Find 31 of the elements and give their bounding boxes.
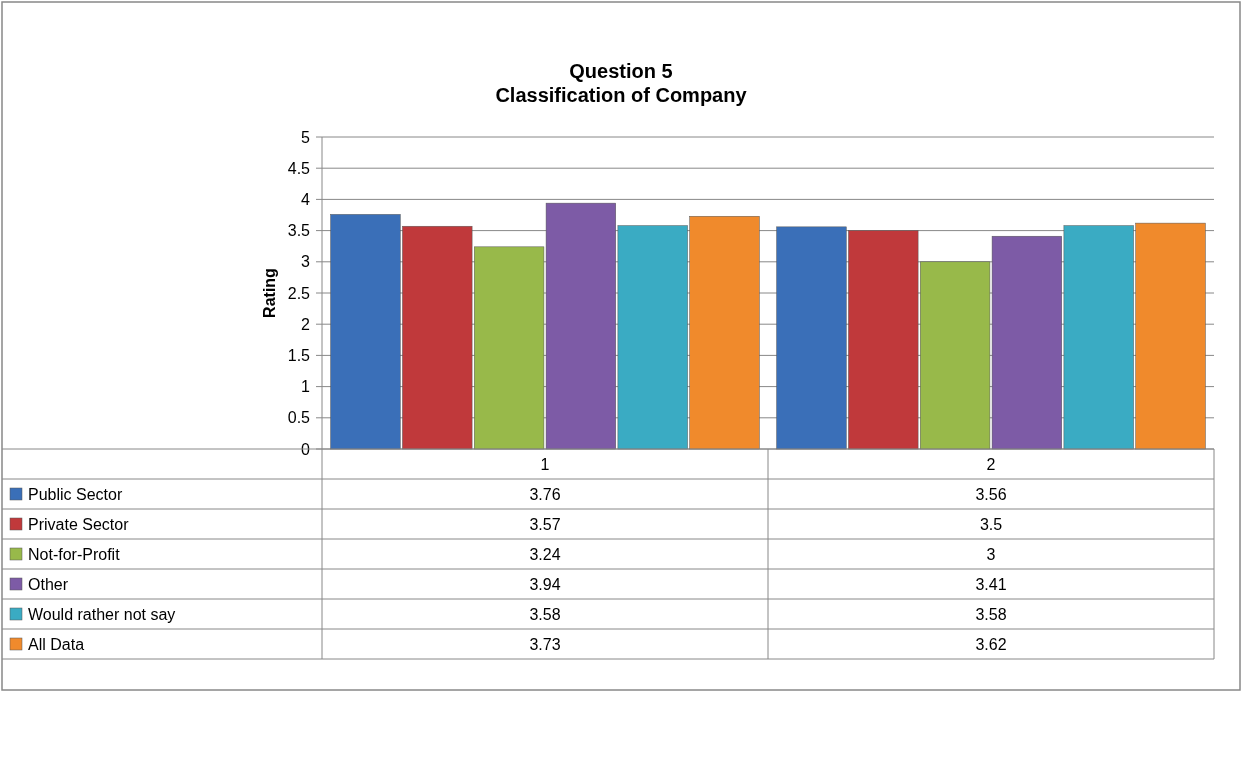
legend-label: Other: [28, 575, 69, 593]
data-label: 3.76: [529, 485, 561, 503]
y-tick-label: 4: [301, 191, 311, 208]
data-label: 3.94: [529, 575, 561, 593]
data-label: 3.57: [529, 515, 561, 533]
y-tick-label: 1: [301, 378, 311, 396]
data-label: 3.58: [975, 605, 1007, 623]
y-tick-label: 0: [301, 440, 311, 458]
y-tick-label: 3.5: [287, 222, 311, 240]
data-label: 3.56: [975, 485, 1007, 503]
y-axis-title: Rating: [261, 268, 278, 318]
data-label: 3: [986, 545, 996, 563]
data-label: 3.5: [979, 515, 1003, 533]
chart-title: Question 5 Classification of Company: [495, 60, 748, 106]
y-tick-label: 3: [301, 253, 311, 271]
y-tick-label: 0.5: [287, 409, 311, 427]
y-tick-label: 2: [301, 315, 311, 333]
data-label: 3.41: [975, 575, 1007, 593]
data-label: 3.73: [529, 635, 561, 653]
y-tick-label: 1.5: [287, 347, 311, 364]
legend-label: Private Sector: [28, 515, 130, 533]
y-tick-label: 4.5: [287, 159, 311, 177]
y-tick-label: 5: [301, 128, 311, 146]
y-tick-label: 2.5: [287, 284, 311, 302]
data-label: 3.62: [975, 635, 1007, 653]
legend-label: Not-for-Profit: [28, 545, 121, 563]
data-label: 3.24: [529, 545, 561, 563]
legend-label: All Data: [28, 635, 85, 653]
data-label: 3.58: [529, 605, 561, 623]
legend-label: Would rather not say: [28, 605, 176, 623]
legend-label: Public Sector: [28, 485, 123, 503]
